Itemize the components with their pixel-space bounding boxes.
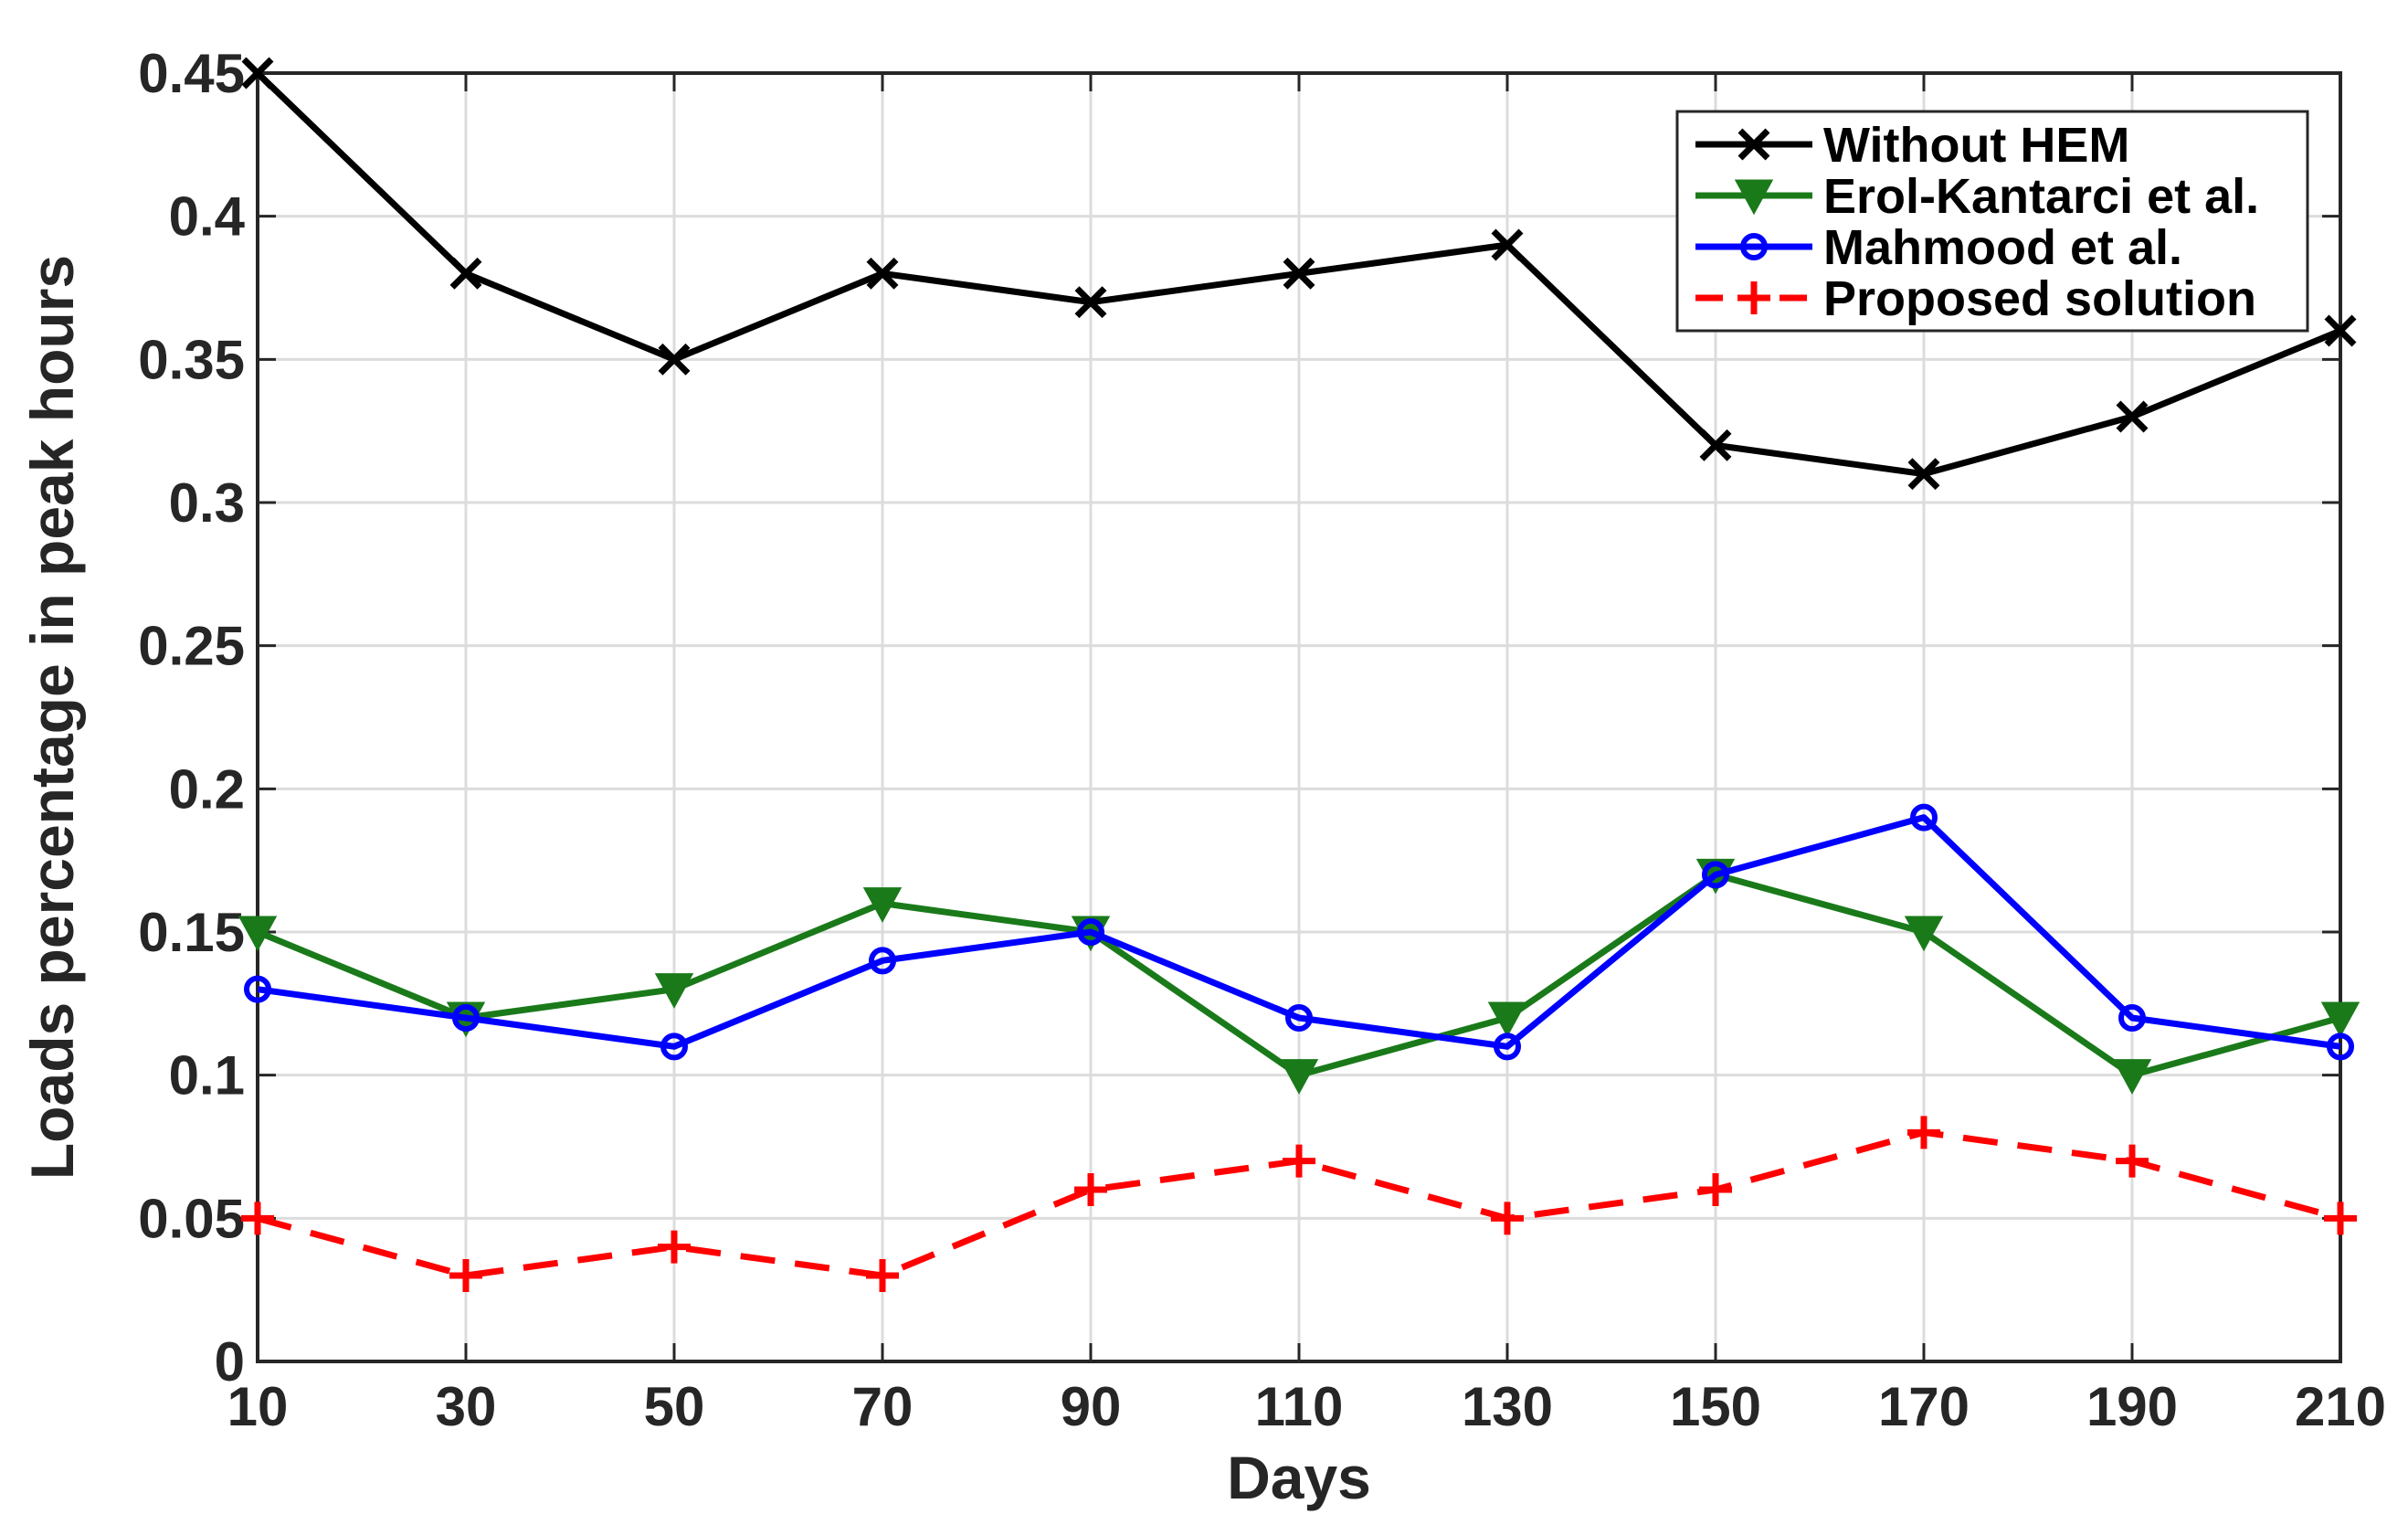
data-point-without-hem: [1699, 429, 1732, 461]
data-point-mahmood-et-al: [1702, 861, 1729, 889]
series-without-hem: [241, 57, 2357, 491]
legend-label-proposed-solution: Proposed solution: [1823, 271, 2256, 326]
y-tick-label: 0.15: [138, 902, 245, 963]
x-axis-title: Days: [1227, 1444, 1371, 1511]
data-point-proposed-solution: [1699, 1173, 1732, 1206]
data-point-proposed-solution: [1491, 1202, 1524, 1235]
data-point-mahmood-et-al: [660, 1033, 688, 1061]
data-point-mahmood-et-al: [1285, 1004, 1313, 1032]
data-point-proposed-solution: [449, 1259, 482, 1292]
series-mahmood-et-al: [244, 803, 2354, 1061]
x-tick-label: 50: [644, 1376, 705, 1437]
y-tick-labels: 0 0.05 0.1 0.15 0.2 0.25 0.3 0.35 0.4 0.45: [138, 43, 245, 1393]
y-tick-label: 0.1: [169, 1045, 245, 1107]
data-point-without-hem: [1283, 257, 1315, 290]
x-tick-label: 30: [436, 1376, 497, 1437]
data-point-erol-kantarci-et-al: [238, 916, 278, 952]
y-tick-label: 0.3: [169, 472, 245, 534]
data-point-without-hem: [866, 257, 899, 290]
data-point-without-hem: [1491, 228, 1524, 261]
series-proposed-solution: [241, 1116, 2357, 1292]
legend-label-erol-kantarci-et-al: Erol-Kantarci et al.: [1823, 169, 2259, 224]
x-tick-label: 210: [2295, 1376, 2386, 1437]
y-tick-label: 0.2: [169, 758, 245, 820]
x-tick-label: 170: [1878, 1376, 1970, 1437]
x-tick-label: 110: [1255, 1376, 1344, 1437]
series-group: [238, 57, 2360, 1292]
legend-label-mahmood-et-al: Mahmood et al.: [1823, 220, 2182, 275]
x-tick-label: 70: [852, 1376, 914, 1437]
legend-marker-without-hem: [1737, 128, 1770, 161]
data-point-without-hem: [1074, 286, 1107, 319]
data-point-erol-kantarci-et-al: [1279, 1059, 1319, 1095]
x-tick-label: 150: [1670, 1376, 1761, 1437]
legend-marker-erol-kantarci-et-al: [1734, 179, 1774, 216]
y-tick-label: 0: [215, 1331, 245, 1393]
data-point-without-hem: [1907, 458, 1940, 491]
data-point-mahmood-et-al: [244, 975, 271, 1003]
data-point-proposed-solution: [1907, 1116, 1940, 1149]
data-point-mahmood-et-al: [1494, 1033, 1521, 1061]
axes: [256, 71, 2342, 1363]
x-tick-label: 130: [1462, 1376, 1553, 1437]
y-tick-label: 0.35: [138, 329, 245, 390]
data-point-without-hem: [658, 343, 691, 376]
data-point-proposed-solution: [1074, 1173, 1107, 1206]
data-point-proposed-solution: [2116, 1144, 2149, 1178]
data-point-erol-kantarci-et-al: [2112, 1059, 2152, 1095]
x-tick-label: 190: [2086, 1376, 2178, 1437]
data-point-mahmood-et-al: [1910, 803, 1938, 831]
x-tick-labels: 10 30 50 70 90 110 130 150 170 190 210: [227, 1376, 2386, 1437]
data-point-proposed-solution: [2324, 1202, 2357, 1235]
data-point-proposed-solution: [658, 1230, 691, 1264]
axes-box: [256, 71, 2342, 1363]
x-tick-label: 90: [1061, 1376, 1122, 1437]
y-axis-title: Loads percentage in peak hours: [18, 255, 86, 1180]
series-line-mahmood-et-al: [257, 814, 2341, 1050]
data-point-proposed-solution: [1283, 1144, 1315, 1178]
data-point-without-hem: [449, 257, 482, 290]
data-point-erol-kantarci-et-al: [862, 887, 903, 923]
legend-box: [1675, 110, 2309, 333]
data-point-without-hem: [2324, 314, 2357, 347]
legend-label-without-hem: Without HEM: [1823, 118, 2129, 173]
data-point-mahmood-et-al: [1077, 918, 1104, 946]
data-point-erol-kantarci-et-al: [2320, 1001, 2360, 1038]
data-point-without-hem: [2116, 400, 2149, 433]
legend-marker-mahmood-et-al: [1740, 233, 1768, 260]
data-point-mahmood-et-al: [869, 947, 896, 975]
data-point-proposed-solution: [241, 1202, 274, 1235]
data-point-without-hem: [241, 57, 274, 90]
y-tick-label: 0.25: [138, 616, 245, 677]
data-point-erol-kantarci-et-al: [1487, 1001, 1527, 1038]
y-tick-label: 0.45: [138, 43, 245, 104]
data-point-mahmood-et-al: [2118, 1004, 2146, 1032]
data-point-erol-kantarci-et-al: [1904, 916, 1944, 952]
y-tick-label: 0.4: [169, 186, 246, 248]
legend-marker-proposed-solution: [1737, 281, 1770, 314]
data-point-proposed-solution: [866, 1259, 899, 1292]
data-point-mahmood-et-al: [452, 1004, 480, 1032]
x-tick-label: 10: [227, 1376, 289, 1437]
data-point-erol-kantarci-et-al: [654, 973, 694, 1009]
data-point-mahmood-et-al: [2327, 1033, 2354, 1061]
y-tick-label: 0.05: [138, 1188, 245, 1249]
